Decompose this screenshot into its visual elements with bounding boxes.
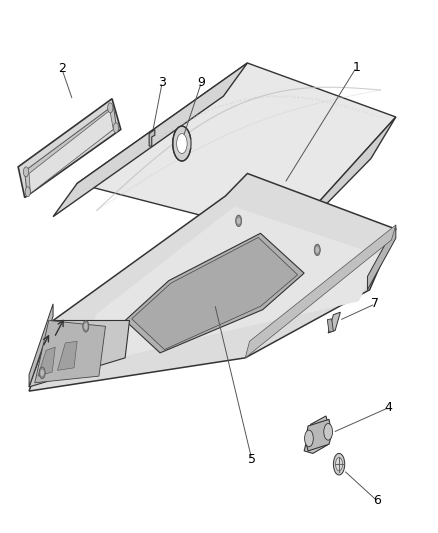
Polygon shape: [53, 63, 247, 216]
Circle shape: [314, 244, 320, 256]
Polygon shape: [57, 341, 77, 370]
Circle shape: [304, 430, 313, 447]
Circle shape: [83, 320, 89, 332]
Polygon shape: [18, 99, 121, 198]
Text: 7: 7: [371, 297, 379, 310]
Circle shape: [113, 123, 119, 133]
Polygon shape: [263, 117, 396, 269]
Polygon shape: [367, 225, 396, 290]
Circle shape: [324, 424, 332, 440]
Polygon shape: [29, 173, 396, 391]
Polygon shape: [305, 419, 332, 451]
Polygon shape: [29, 320, 130, 387]
Text: 2: 2: [58, 62, 66, 75]
Polygon shape: [25, 106, 117, 193]
Polygon shape: [125, 233, 304, 353]
Polygon shape: [68, 207, 381, 370]
Polygon shape: [328, 312, 340, 333]
Polygon shape: [304, 416, 330, 454]
Polygon shape: [149, 130, 155, 146]
Polygon shape: [77, 63, 396, 237]
Circle shape: [23, 167, 28, 177]
Circle shape: [315, 247, 319, 253]
Circle shape: [336, 457, 343, 471]
Polygon shape: [29, 110, 113, 193]
Circle shape: [173, 126, 191, 161]
Circle shape: [40, 369, 44, 376]
Polygon shape: [327, 319, 333, 332]
Circle shape: [25, 187, 30, 197]
Polygon shape: [38, 347, 55, 376]
Polygon shape: [29, 304, 53, 387]
Circle shape: [237, 217, 240, 224]
Text: 9: 9: [198, 76, 205, 88]
Polygon shape: [35, 320, 106, 383]
Text: 1: 1: [353, 61, 360, 74]
Text: 5: 5: [248, 453, 256, 466]
Circle shape: [39, 367, 45, 378]
Polygon shape: [245, 225, 396, 358]
Circle shape: [108, 103, 113, 113]
Circle shape: [177, 134, 187, 154]
Polygon shape: [132, 237, 297, 350]
Circle shape: [333, 454, 345, 475]
Text: 4: 4: [385, 401, 392, 414]
Text: 3: 3: [158, 76, 166, 88]
Circle shape: [236, 215, 242, 227]
Circle shape: [84, 323, 88, 329]
Text: 6: 6: [373, 494, 381, 507]
